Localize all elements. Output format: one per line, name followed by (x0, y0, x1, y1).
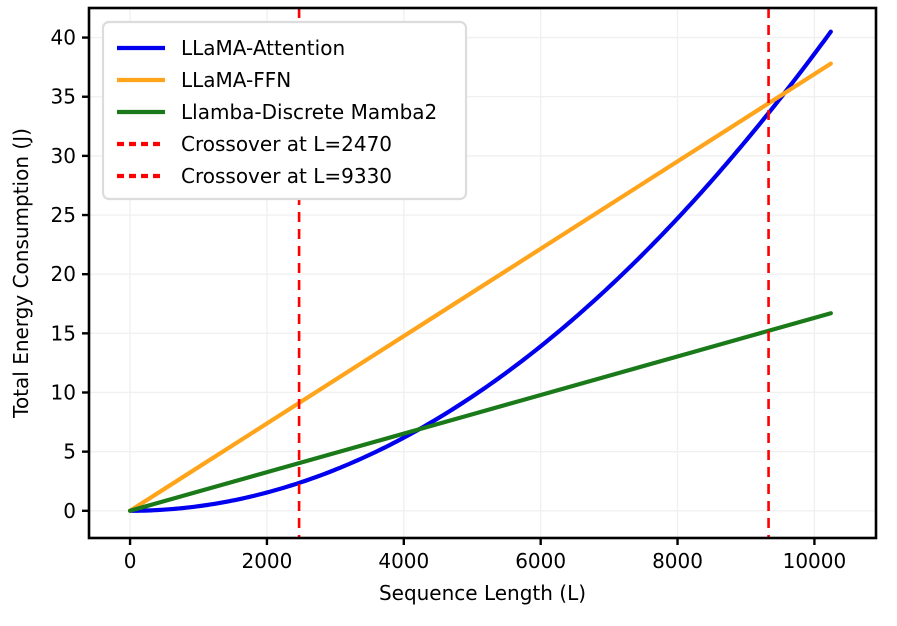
x-tick-label: 8000 (652, 549, 703, 573)
legend-item-llama-ffn[interactable]: LLaMA-FFN (117, 68, 291, 92)
x-axis-title: Sequence Length (L) (379, 581, 586, 605)
legend-label: Crossover at L=9330 (181, 164, 392, 188)
legend-label: Llamba-Discrete Mamba2 (181, 100, 437, 124)
series-line-llama-ffn (127, 61, 833, 513)
y-tick-label: 25 (51, 203, 76, 227)
y-axis-title: Total Energy Consumption (J) (9, 128, 33, 419)
legend-item-crossover-at-l-9330[interactable]: Crossover at L=9330 (117, 164, 392, 188)
y-tick-label: 30 (51, 144, 76, 168)
x-tick-label: 0 (124, 549, 137, 573)
y-tick-label: 5 (63, 440, 76, 464)
legend-label: Crossover at L=2470 (181, 132, 392, 156)
legend-item-crossover-at-l-2470[interactable]: Crossover at L=2470 (117, 132, 392, 156)
chart-legend[interactable]: LLaMA-Attention LLaMA-FFN Llamba-Discrete … (101, 20, 468, 201)
y-tick-label: 10 (51, 380, 76, 404)
data-series-layer (127, 29, 833, 513)
y-axis-ticks: 0 5 10 15 20 25 30 35 40 (51, 26, 89, 523)
y-tick-label: 40 (51, 26, 76, 50)
series-line-llama-attention (127, 29, 833, 513)
legend-label: LLaMA-FFN (181, 68, 291, 92)
legend-label: LLaMA-Attention (181, 36, 345, 60)
y-tick-label: 15 (51, 321, 76, 345)
y-tick-label: 0 (63, 499, 76, 523)
series-line-llamba-discrete-mamba2 (127, 311, 833, 513)
x-tick-label: 10000 (783, 549, 847, 573)
x-tick-label: 2000 (241, 549, 292, 573)
legend-item-llama-attention[interactable]: LLaMA-Attention (117, 36, 345, 60)
y-tick-label: 35 (51, 85, 76, 109)
legend-box (101, 20, 468, 201)
x-axis-ticks: 0 2000 4000 6000 8000 10000 (124, 538, 847, 573)
x-tick-label: 6000 (515, 549, 566, 573)
x-tick-label: 4000 (378, 549, 429, 573)
legend-item-llamba-discrete-mamba2[interactable]: Llamba-Discrete Mamba2 (117, 100, 437, 124)
y-tick-label: 20 (51, 262, 76, 286)
